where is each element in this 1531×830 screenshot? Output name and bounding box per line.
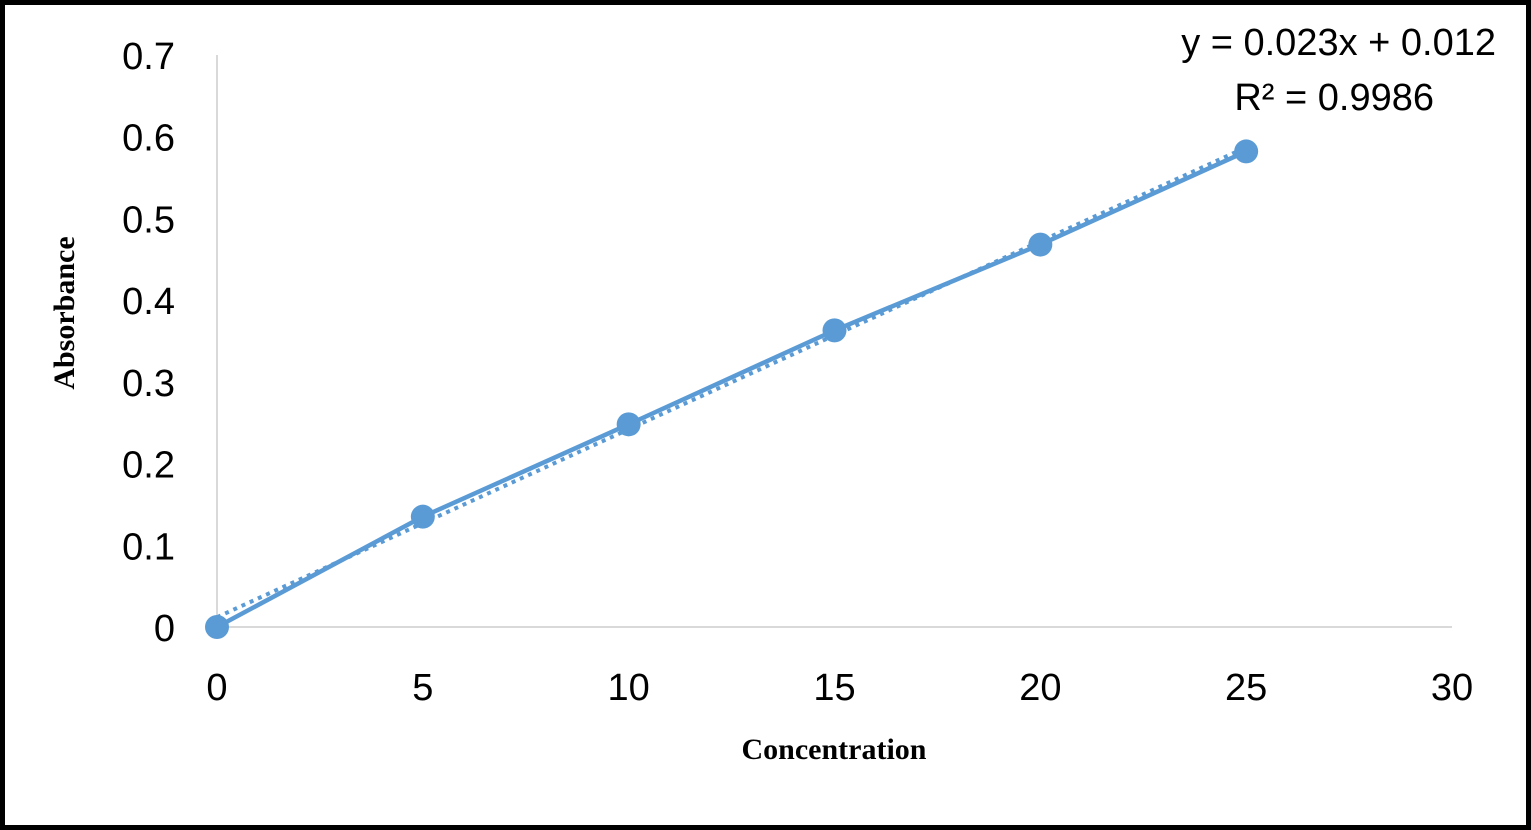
trendline-equation: y = 0.023x + 0.012 — [1181, 22, 1496, 64]
data-point — [822, 318, 847, 343]
x-tick-label: 20 — [1019, 667, 1061, 709]
y-tick-label: 0.3 — [122, 363, 175, 405]
x-tick-label: 0 — [206, 667, 227, 709]
tick-labels: 0 5 10 15 20 25 30 0 0.1 0.2 0.3 0.4 0.5 0.6 0.7 — [122, 36, 1473, 709]
y-tick-label: 0.6 — [122, 118, 175, 160]
x-tick-label: 10 — [608, 667, 650, 709]
y-tick-label: 0.7 — [122, 36, 175, 78]
y-tick-label: 0 — [154, 608, 175, 650]
y-tick-label: 0.5 — [122, 199, 175, 241]
data-point — [205, 615, 229, 639]
x-tick-label: 25 — [1225, 667, 1267, 709]
y-axis-title: Absorbance — [48, 236, 81, 389]
data-point — [616, 412, 641, 437]
x-tick-label: 15 — [813, 667, 855, 709]
data-point — [1234, 139, 1259, 164]
y-tick-label: 0.2 — [122, 445, 175, 487]
x-tick-label: 30 — [1431, 667, 1473, 709]
axes — [216, 55, 1452, 628]
data-point — [410, 504, 435, 529]
trendline-r-squared: R² = 0.9986 — [1234, 77, 1434, 119]
data-point — [1028, 232, 1053, 257]
series-group — [205, 139, 1259, 639]
x-axis-title: Concentration — [742, 733, 927, 766]
y-tick-label: 0.1 — [122, 526, 175, 568]
series-line — [215, 149, 1248, 629]
x-tick-label: 5 — [412, 667, 433, 709]
y-tick-label: 0.4 — [122, 281, 175, 323]
